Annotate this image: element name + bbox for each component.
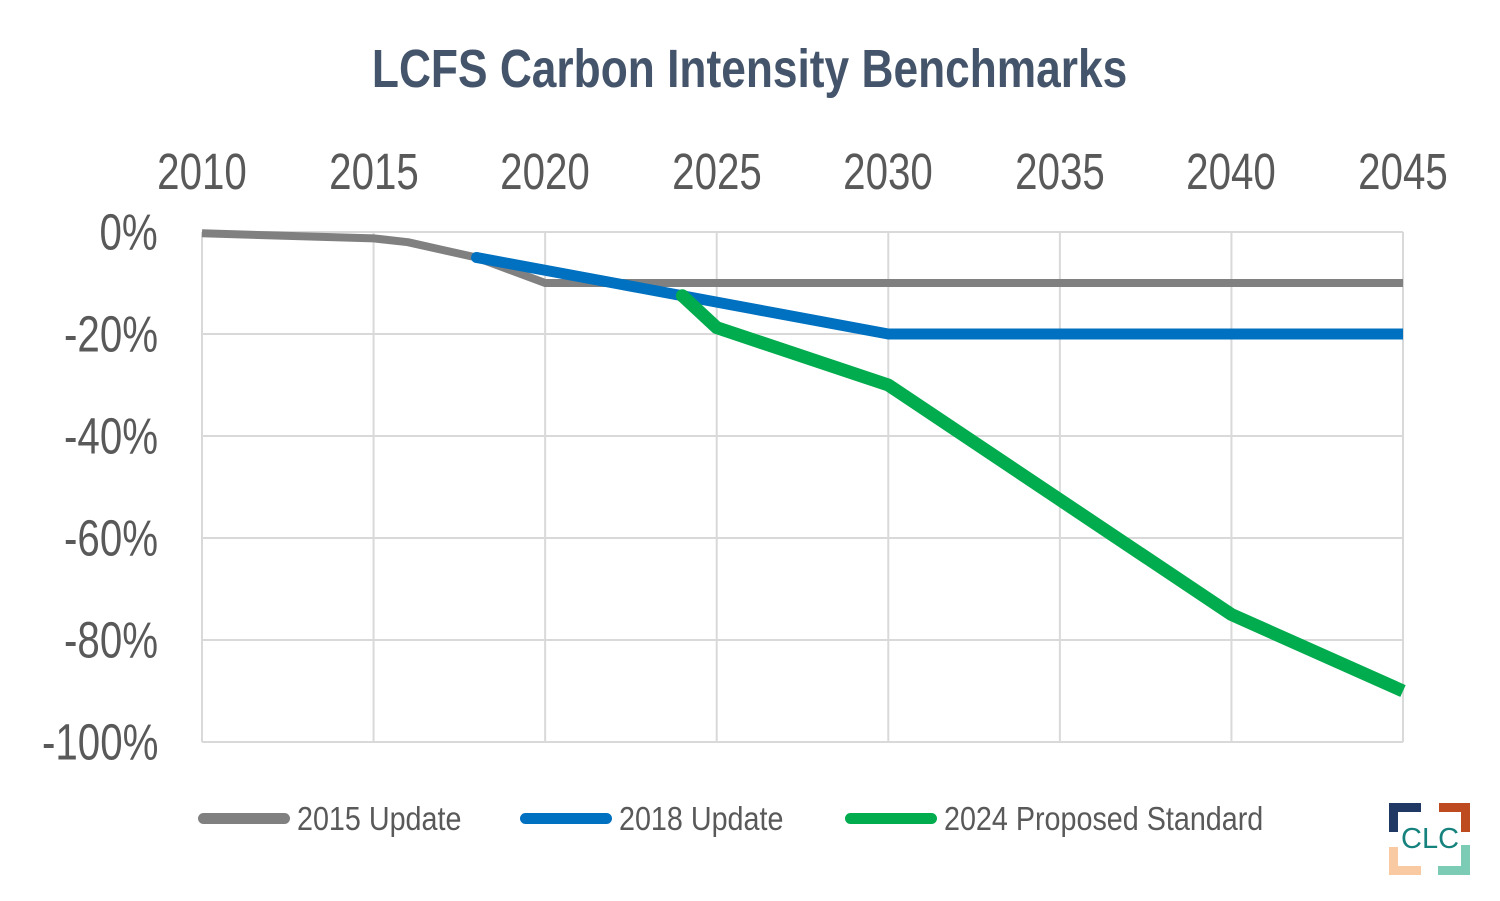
- legend-swatch-2024-proposed-standard: [845, 812, 937, 824]
- legend-swatch-2015-update: [198, 812, 290, 824]
- y-tick-label: -40%: [63, 407, 158, 465]
- series-line-2018-update: [475, 252, 1403, 340]
- clc-logo: CLC: [1389, 803, 1470, 875]
- y-tick-label: -60%: [63, 509, 158, 567]
- y-tick-label: 0%: [99, 203, 158, 261]
- y-tick-label: -100%: [41, 713, 158, 771]
- legend-label-2024-proposed-standard: 2024 Proposed Standard: [944, 799, 1264, 837]
- series-line-2015-update: [201, 229, 1403, 287]
- x-tick-label: 2020: [500, 143, 590, 200]
- legend-item-2024-proposed-standard: 2024 Proposed Standard: [845, 800, 1311, 836]
- x-tick-label: 2040: [1186, 143, 1277, 200]
- chart-title: LCFS Carbon Intensity Benchmarks: [0, 42, 1500, 96]
- legend-label-2015-update: 2015 Update: [297, 799, 462, 837]
- x-tick-label: 2045: [1358, 143, 1448, 200]
- logo-bracket-bottom-left-icon: [1389, 847, 1421, 875]
- legend-label-2018-update: 2018 Update: [619, 799, 784, 837]
- legend-item-2018-update: 2018 Update: [520, 800, 808, 836]
- series-line-2024-proposed-standard: [677, 290, 1406, 697]
- logo-bracket-top-left-icon: [1389, 803, 1421, 832]
- legend-item-2015-update: 2015 Update: [198, 800, 486, 836]
- chart-title-text: LCFS Carbon Intensity Benchmarks: [372, 39, 1128, 99]
- logo-bracket-bottom-right-icon: [1438, 845, 1470, 875]
- x-tick-label: 2010: [157, 143, 247, 200]
- x-tick-label: 2025: [671, 143, 762, 200]
- legend-swatch-2018-update: [520, 812, 612, 824]
- x-tick-label: 2030: [843, 143, 934, 200]
- logo-bracket-top-right-icon: [1439, 803, 1470, 832]
- y-tick-label: -80%: [63, 611, 158, 669]
- logo-text: CLC: [1401, 823, 1460, 855]
- y-tick-label: -20%: [63, 305, 158, 363]
- x-tick-label: 2015: [328, 143, 419, 200]
- x-tick-label: 2035: [1015, 143, 1105, 200]
